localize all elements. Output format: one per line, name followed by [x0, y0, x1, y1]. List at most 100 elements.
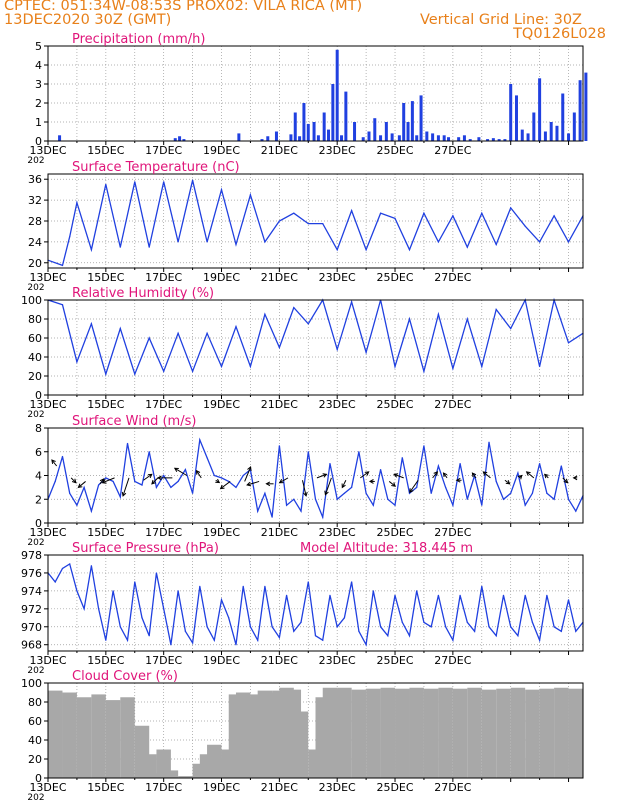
data-point [61, 264, 64, 266]
precip-bar [462, 135, 466, 141]
wind-arrow [341, 480, 347, 488]
x-tick-label: 27DEC [434, 526, 471, 539]
y-tick-label: 6 [35, 446, 42, 459]
data-point [76, 361, 78, 363]
data-point [105, 183, 107, 186]
data-point [430, 626, 432, 628]
y-tick-label: 2 [35, 97, 42, 110]
wind-arrow-head [121, 491, 127, 497]
data-point [285, 594, 288, 596]
data-point [560, 465, 562, 467]
wind-arrow-head [51, 459, 56, 464]
panel-5: 0 20 40 60 80 100 13DEC 15DEC 17DEC 19DEC 21DEC 23D… [21, 669, 584, 800]
x-year-label: 202 [27, 793, 44, 800]
precip-bar [538, 78, 542, 141]
x-tick-label: 21DEC [261, 526, 298, 539]
data-point [293, 630, 295, 632]
data-point [191, 179, 194, 181]
data-point [430, 492, 432, 494]
x-tick-label: 25DEC [376, 781, 413, 794]
precip-bar [402, 103, 406, 141]
data-point [531, 621, 533, 623]
data-point [242, 585, 244, 588]
wind-arrow [562, 477, 568, 484]
data-point [459, 463, 461, 465]
data-point [76, 504, 78, 506]
wind-arrow [432, 471, 438, 479]
data-point [264, 585, 266, 588]
data-point [134, 373, 136, 375]
wind-arrow-head [151, 479, 156, 485]
precip-bar [532, 112, 536, 141]
wind-arrow [316, 473, 327, 479]
precip-bar [353, 122, 357, 141]
data-point [445, 486, 447, 488]
y-tick-label: 40 [28, 734, 42, 747]
data-point [423, 445, 425, 447]
x-tick-label: 17DEC [145, 654, 182, 667]
cloud-bar [366, 688, 381, 778]
data-point [539, 365, 541, 368]
precip-bar [406, 122, 410, 141]
data-point [314, 498, 317, 500]
precip-bar [379, 135, 383, 141]
data-point [163, 181, 165, 183]
precip-bar [312, 122, 316, 141]
grid-note: Vertical Grid Line: 30Z [419, 12, 582, 28]
cloud-bar [48, 690, 63, 778]
wind-arrow-head [246, 481, 252, 487]
wind-arrow [393, 473, 404, 479]
wind-arrow [51, 459, 58, 467]
panel-frame [47, 682, 584, 779]
precip-bar [367, 131, 371, 141]
data-point [387, 498, 389, 500]
data-point [408, 318, 411, 320]
data-point [54, 480, 56, 483]
precip-bar [397, 135, 401, 141]
data-point [155, 572, 158, 574]
precip-bar [306, 123, 310, 141]
wind-arrow-head [173, 467, 179, 473]
wind-arrow [102, 477, 115, 484]
data-point [206, 241, 208, 243]
precip-bar [526, 133, 530, 141]
data-point [105, 477, 107, 479]
y-tick-label: 60 [28, 715, 42, 728]
data-point [54, 581, 56, 583]
precip-bar [260, 139, 264, 141]
data-point [90, 323, 92, 325]
wind-arrow-head [393, 473, 399, 478]
data-point [452, 215, 454, 217]
data-point [531, 492, 533, 494]
wind-arrow-head [543, 473, 549, 479]
panel-title: Surface Pressure (hPa) [72, 541, 219, 556]
precip-bar [549, 122, 553, 141]
wind-arrow-head [219, 484, 225, 490]
x-tick-label: 25DEC [376, 398, 413, 411]
x-tick-label: 17DEC [145, 781, 182, 794]
precip-bar [237, 133, 241, 141]
precip-bar [266, 136, 270, 141]
y-tick-label: 8 [35, 422, 42, 435]
data-point [416, 590, 418, 592]
precip-bar [298, 136, 302, 141]
data-point [119, 246, 121, 248]
data-point [134, 581, 136, 583]
data-point [83, 608, 85, 610]
data-point [90, 249, 92, 251]
wind-arrow-head [341, 483, 346, 489]
x-tick-label: 13DEC [29, 654, 66, 667]
precip-bar [431, 133, 435, 141]
x-tick-label: 27DEC [434, 144, 471, 157]
precip-bar [555, 125, 559, 141]
wind-arrow-head [215, 478, 221, 484]
data-point [546, 594, 548, 596]
data-point [481, 212, 483, 214]
data-point [177, 241, 179, 243]
x-tick-label: 15DEC [87, 654, 124, 667]
data-point [119, 327, 121, 330]
cloud-bar [568, 688, 583, 778]
precip-bar [442, 135, 446, 141]
data-point [466, 318, 468, 320]
wind-arrow-head [505, 480, 511, 485]
